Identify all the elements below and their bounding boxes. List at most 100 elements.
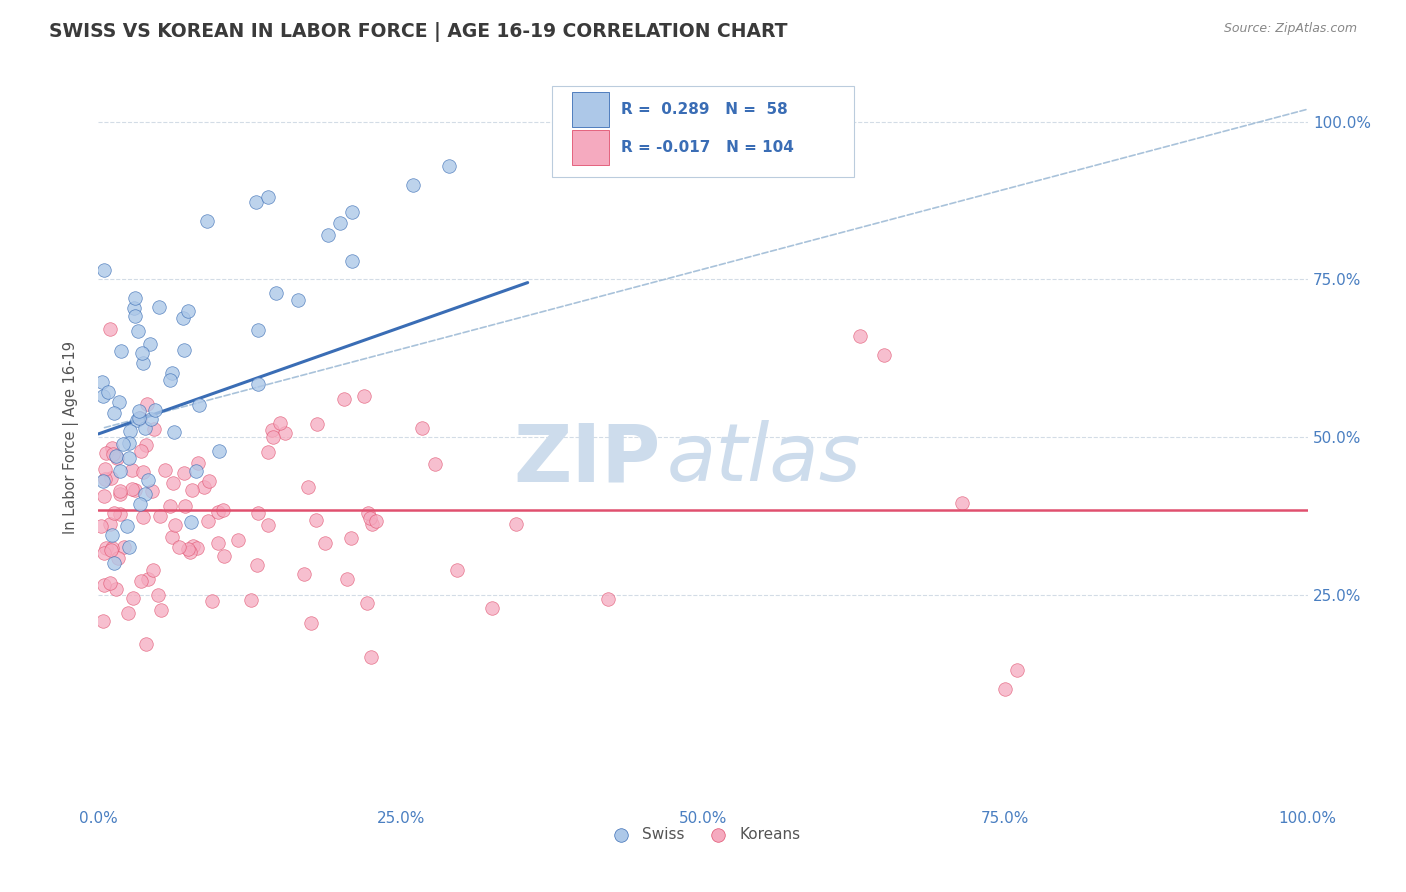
Point <box>90 519 112 533</box>
Point <box>129 444 152 458</box>
Point <box>173 466 195 480</box>
Point <box>131 346 153 360</box>
Point <box>950 496 973 510</box>
Point <box>100 528 122 542</box>
Point <box>127 325 149 339</box>
Point <box>142 563 165 577</box>
Point <box>342 253 364 268</box>
Point <box>149 509 172 524</box>
Point <box>103 506 125 520</box>
Point <box>134 421 156 435</box>
Point <box>136 473 159 487</box>
Point <box>181 539 204 553</box>
Point <box>292 567 315 582</box>
FancyBboxPatch shape <box>551 86 855 178</box>
Point <box>103 406 125 420</box>
Point <box>207 505 229 519</box>
Point <box>269 417 291 431</box>
Point <box>167 541 190 555</box>
Point <box>118 436 141 450</box>
FancyBboxPatch shape <box>572 93 609 128</box>
Point <box>143 422 166 436</box>
Point <box>208 443 231 458</box>
Point <box>360 516 382 531</box>
Point <box>110 507 132 521</box>
Point <box>359 510 381 524</box>
Point <box>162 475 184 490</box>
Point <box>107 451 129 466</box>
Point <box>93 389 115 403</box>
Point <box>197 474 219 488</box>
Point <box>266 285 288 300</box>
Point <box>297 480 319 494</box>
Point <box>316 228 339 243</box>
Point <box>179 544 201 558</box>
Point <box>139 337 162 351</box>
Point <box>366 515 388 529</box>
Point <box>873 348 896 362</box>
Point <box>128 410 150 425</box>
Point <box>98 575 121 590</box>
Point <box>132 356 155 370</box>
Point <box>108 395 131 409</box>
Point <box>93 578 115 592</box>
Point <box>180 515 202 529</box>
Point <box>118 450 141 465</box>
Point <box>101 441 124 455</box>
Point <box>1007 664 1029 678</box>
Point <box>146 588 169 602</box>
Point <box>100 471 122 485</box>
Point <box>177 542 200 557</box>
Point <box>246 506 269 520</box>
Point <box>287 293 309 307</box>
Point <box>305 513 328 527</box>
Point <box>849 329 872 343</box>
Point <box>150 603 173 617</box>
Point <box>257 445 280 459</box>
Point <box>108 486 131 500</box>
Point <box>305 417 328 431</box>
Point <box>94 472 117 486</box>
Point <box>160 366 183 380</box>
Point <box>94 541 117 555</box>
Point <box>163 425 186 440</box>
Point <box>342 204 364 219</box>
Point <box>437 159 460 173</box>
Point <box>172 311 194 326</box>
Point <box>481 600 503 615</box>
Point <box>357 506 380 520</box>
Point <box>246 558 269 573</box>
Point <box>135 637 157 651</box>
Point <box>193 480 215 494</box>
Point <box>141 412 163 426</box>
Point <box>247 323 270 337</box>
Point <box>226 533 249 548</box>
Point <box>174 500 197 514</box>
Point <box>129 574 152 588</box>
Point <box>186 541 208 555</box>
Point <box>94 462 117 476</box>
Point <box>128 411 150 425</box>
Point <box>505 517 527 532</box>
Point <box>994 682 1017 697</box>
Point <box>246 376 269 391</box>
Point <box>212 503 235 517</box>
Point <box>98 517 121 532</box>
Point <box>245 194 267 209</box>
Point <box>112 437 135 451</box>
Point <box>423 457 446 471</box>
Point <box>124 483 146 498</box>
Text: SWISS VS KOREAN IN LABOR FORCE | AGE 16-19 CORRELATION CHART: SWISS VS KOREAN IN LABOR FORCE | AGE 16-… <box>49 22 787 42</box>
Point <box>103 556 125 570</box>
Point <box>91 474 114 488</box>
Point <box>104 450 127 464</box>
Point <box>273 425 295 440</box>
Point <box>107 550 129 565</box>
Point <box>336 572 359 586</box>
Point <box>411 420 433 434</box>
Point <box>117 519 139 533</box>
Point <box>177 303 200 318</box>
Legend: Swiss, Koreans: Swiss, Koreans <box>599 821 807 847</box>
Point <box>91 376 114 390</box>
Point <box>100 543 122 558</box>
